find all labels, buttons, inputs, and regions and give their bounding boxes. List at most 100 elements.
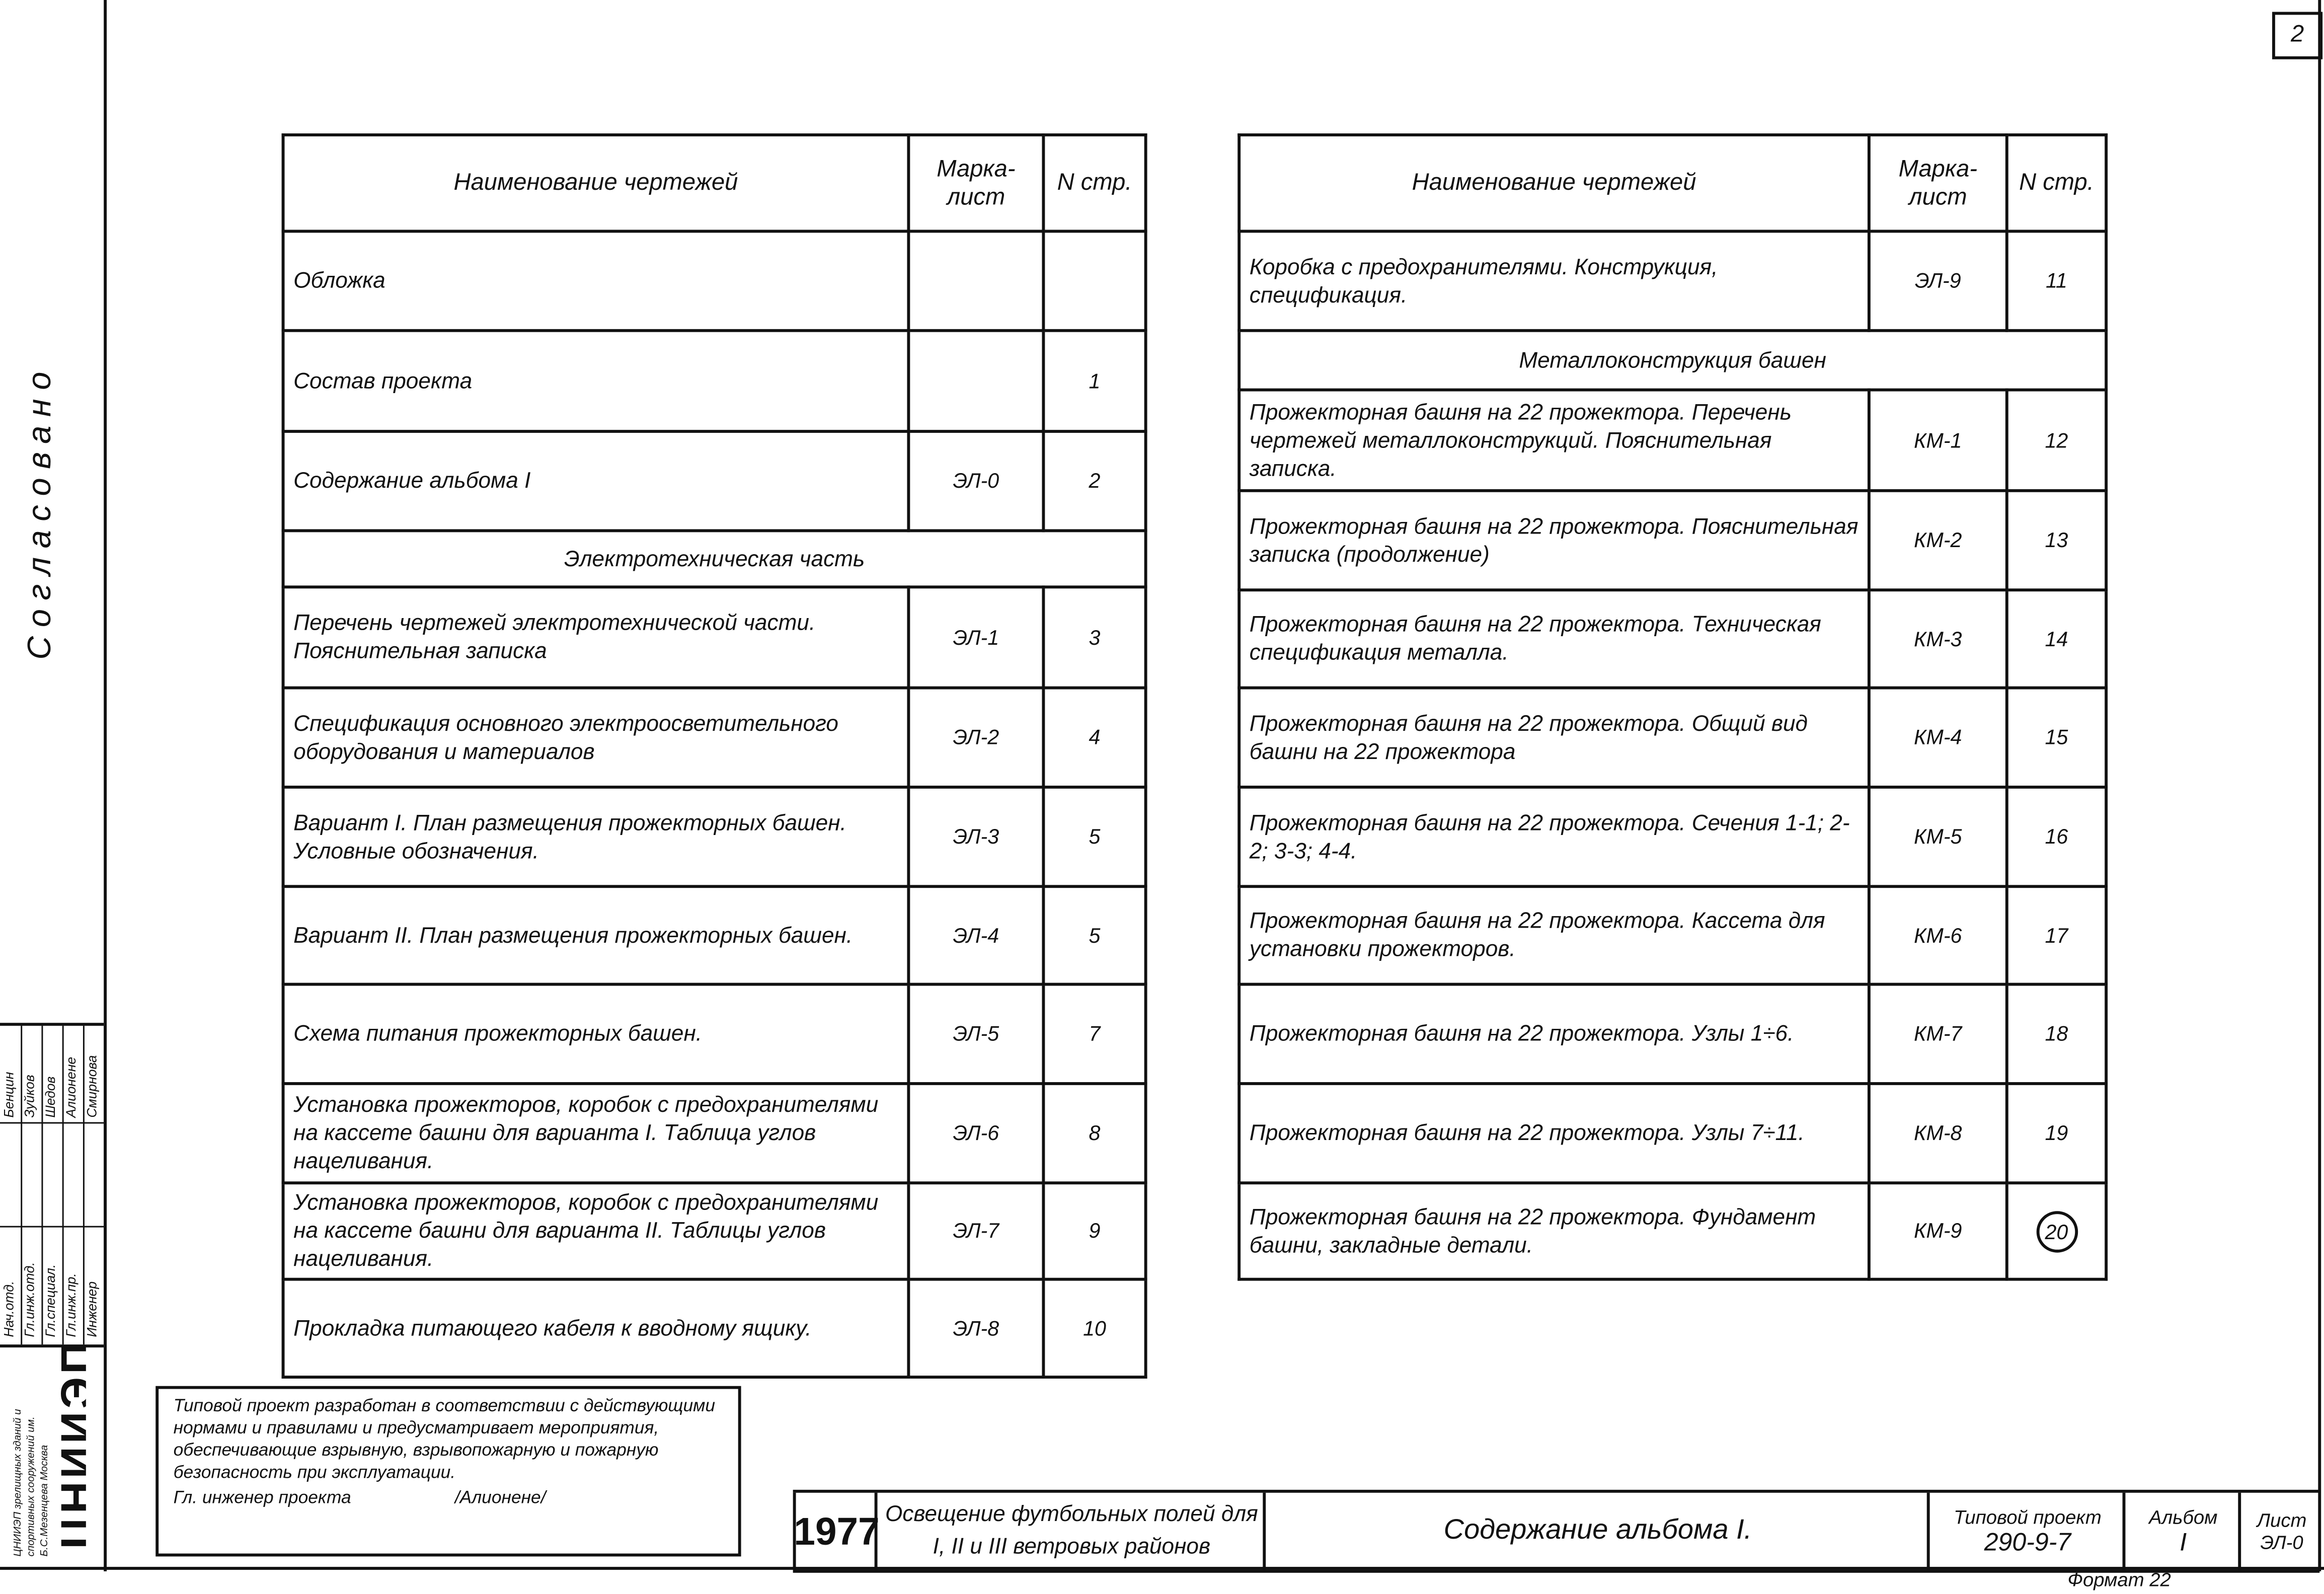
drawing-page-text: 2 (1089, 468, 1101, 492)
drawing-mark: КМ-1 (1867, 388, 2008, 492)
table-row: Спецификация основного электроосветитель… (281, 686, 1147, 789)
table-row: Прожекторная башня на 22 прожектора. Общ… (1237, 686, 2108, 789)
chief-engineer-label: Гл. инженер проекта (173, 1487, 351, 1508)
album-label: Альбом (2149, 1505, 2218, 1528)
typical-project-cell: Типовой проект 290-9-7 (1926, 1492, 2126, 1570)
approver-name: Шедов (43, 1076, 58, 1118)
grid-divider (41, 1026, 43, 1345)
section-row: Электротехническая часть (281, 529, 1147, 589)
drawing-page: 3 (1042, 585, 1147, 690)
drawing-mark-text: ЭЛ-9 (1914, 268, 1961, 292)
approver-name: Смирнова (84, 1055, 100, 1118)
frame-right-line (2318, 0, 2321, 1571)
drawing-page: 12 (2005, 388, 2108, 492)
header-mark: Марка-лист (907, 133, 1045, 233)
drawing-mark-text: ЭЛ-2 (953, 725, 999, 749)
drawing-mark-text: ЭЛ-7 (953, 1218, 999, 1243)
table-row: Прожекторная башня на 22 прожектора. Узл… (1237, 1082, 2108, 1185)
grid-divider (83, 1026, 85, 1345)
drawing-mark: ЭЛ-8 (907, 1277, 1045, 1379)
drawing-page-text: 9 (1089, 1218, 1101, 1243)
drawing-name: Прожекторная башня на 22 прожектора. Узл… (1237, 1082, 1871, 1185)
typical-project-value: 290-9-7 (1984, 1528, 2071, 1556)
drawing-mark: КМ-8 (1867, 1082, 2008, 1185)
table-row: Прожекторная башня на 22 прожектора. Фун… (1237, 1181, 2108, 1281)
drawing-mark: КМ-6 (1867, 885, 2008, 986)
frame-left-line (104, 0, 107, 1571)
right-contents-table: Наименование чертежей Марка-лист N стр. Кор… (1237, 133, 2108, 1281)
table-row: Установка прожекторов, коробок с предохр… (281, 1082, 1147, 1185)
drawing-name-text: Прожекторная башня на 22 прожектора. Фун… (1249, 1204, 1816, 1258)
drawing-name-text: Содержание альбома I (293, 468, 531, 494)
drawing-name-text: Прожекторная башня на 22 прожектора. Поя… (1249, 513, 1858, 567)
drawing-page: 1 (1042, 329, 1147, 433)
drawing-name-text: Прожекторная башня на 22 прожектора. Сеч… (1249, 810, 1850, 864)
project-title: Освещение футбольных полей для I, II и I… (874, 1492, 1266, 1570)
drawing-name: Состав проекта (281, 329, 910, 433)
drawing-mark: ЭЛ-0 (907, 430, 1045, 533)
drawing-page-text: 10 (1083, 1315, 1106, 1339)
drawing-name: Спецификация основного электроосветитель… (281, 686, 910, 789)
table-row: Прожекторная башня на 22 прожектора. Тех… (1237, 588, 2108, 690)
drawing-mark: КМ-9 (1867, 1181, 2008, 1281)
drawing-name-text: Установка прожекторов, коробок с предохр… (293, 1092, 879, 1174)
drawing-page-text: 12 (2045, 427, 2068, 451)
grid-divider (21, 1026, 23, 1345)
drawing-mark: ЭЛ-3 (907, 785, 1045, 888)
drawing-name: Схема питания прожекторных башен. (281, 982, 910, 1085)
drawing-page-text: 13 (2045, 527, 2068, 552)
drawing-name: Обложка (281, 230, 910, 332)
drawing-page-text: 1 (1089, 368, 1101, 393)
drawing-page: 11 (2005, 230, 2108, 332)
drawing-mark-text: КМ-6 (1914, 923, 1962, 947)
drawing-mark: КМ-3 (1867, 588, 2008, 690)
note-box: Типовой проект разработан в соответствии… (156, 1386, 741, 1557)
drawing-mark-text: КМ-3 (1914, 626, 1962, 650)
note-text: Типовой проект разработан в соответствии… (173, 1395, 716, 1483)
drawing-mark: КМ-2 (1867, 489, 2008, 592)
drawing-name: Прожекторная башня на 22 прожектора. Кас… (1237, 885, 1871, 986)
drawing-mark: ЭЛ-6 (907, 1082, 1045, 1185)
approver-name: Алионене (63, 1056, 79, 1118)
approver-role: Инженер (84, 1281, 100, 1337)
typical-project-label: Типовой проект (1954, 1505, 2102, 1528)
year: 1977 (793, 1492, 880, 1570)
drawing-page (1042, 230, 1147, 332)
table-row: Прожекторная башня на 22 прожектора. Поя… (1237, 489, 2108, 592)
drawing-name: Прожекторная башня на 22 прожектора. Пер… (1237, 388, 1871, 492)
drawing-name: Прожекторная башня на 22 прожектора. Узл… (1237, 982, 1871, 1085)
table-row: Перечень чертежей электротехнической час… (281, 585, 1147, 690)
drawing-page-text: 16 (2045, 824, 2068, 848)
drawing-name: Перечень чертежей электротехнической час… (281, 585, 910, 690)
drawing-mark-text: КМ-5 (1914, 824, 1962, 848)
table-row: Вариант II. План размещения прожекторных… (281, 885, 1147, 986)
drawing-page: 5 (1042, 885, 1147, 986)
header-mark: Марка-лист (1867, 133, 2008, 233)
drawing-mark: КМ-7 (1867, 982, 2008, 1085)
drawing-page-text: 17 (2045, 923, 2068, 947)
drawing-page: 13 (2005, 489, 2108, 592)
approver-role: Гл.специал. (43, 1264, 58, 1337)
drawing-page-text: 18 (2045, 1021, 2068, 1045)
drawing-name-text: Прожекторная башня на 22 прожектора. Узл… (1249, 1021, 1794, 1047)
drawing-name-text: Перечень чертежей электротехнической час… (293, 611, 816, 664)
frame-bottom-line (0, 1567, 2324, 1570)
drawing-page-text: 8 (1089, 1120, 1101, 1145)
drawing-name: Прожекторная башня на 22 прожектора. Поя… (1237, 489, 1871, 592)
drawing-page-text: 15 (2045, 725, 2068, 749)
drawing-page: 10 (1042, 1277, 1147, 1379)
drawing-mark (907, 329, 1045, 433)
title-block: 1977 Освещение футбольных полей для I, I… (793, 1489, 2320, 1573)
drawing-page: 17 (2005, 885, 2108, 986)
drawing-mark (907, 230, 1045, 332)
table-row: Обложка (281, 230, 1147, 332)
drawing-name: Установка прожекторов, коробок с предохр… (281, 1181, 910, 1281)
drawing-name: Вариант I. План размещения прожекторных … (281, 785, 910, 888)
drawing-mark: ЭЛ-7 (907, 1181, 1045, 1281)
drawing-page-text: 5 (1089, 923, 1101, 947)
drawing-page: 2 (1042, 430, 1147, 533)
drawing-name-text: Обложка (293, 268, 385, 294)
drawing-page: 18 (2005, 982, 2108, 1085)
drawing-mark-text: ЭЛ-8 (953, 1315, 999, 1339)
institute-logo: ЦНИИЭП (53, 1341, 86, 1549)
